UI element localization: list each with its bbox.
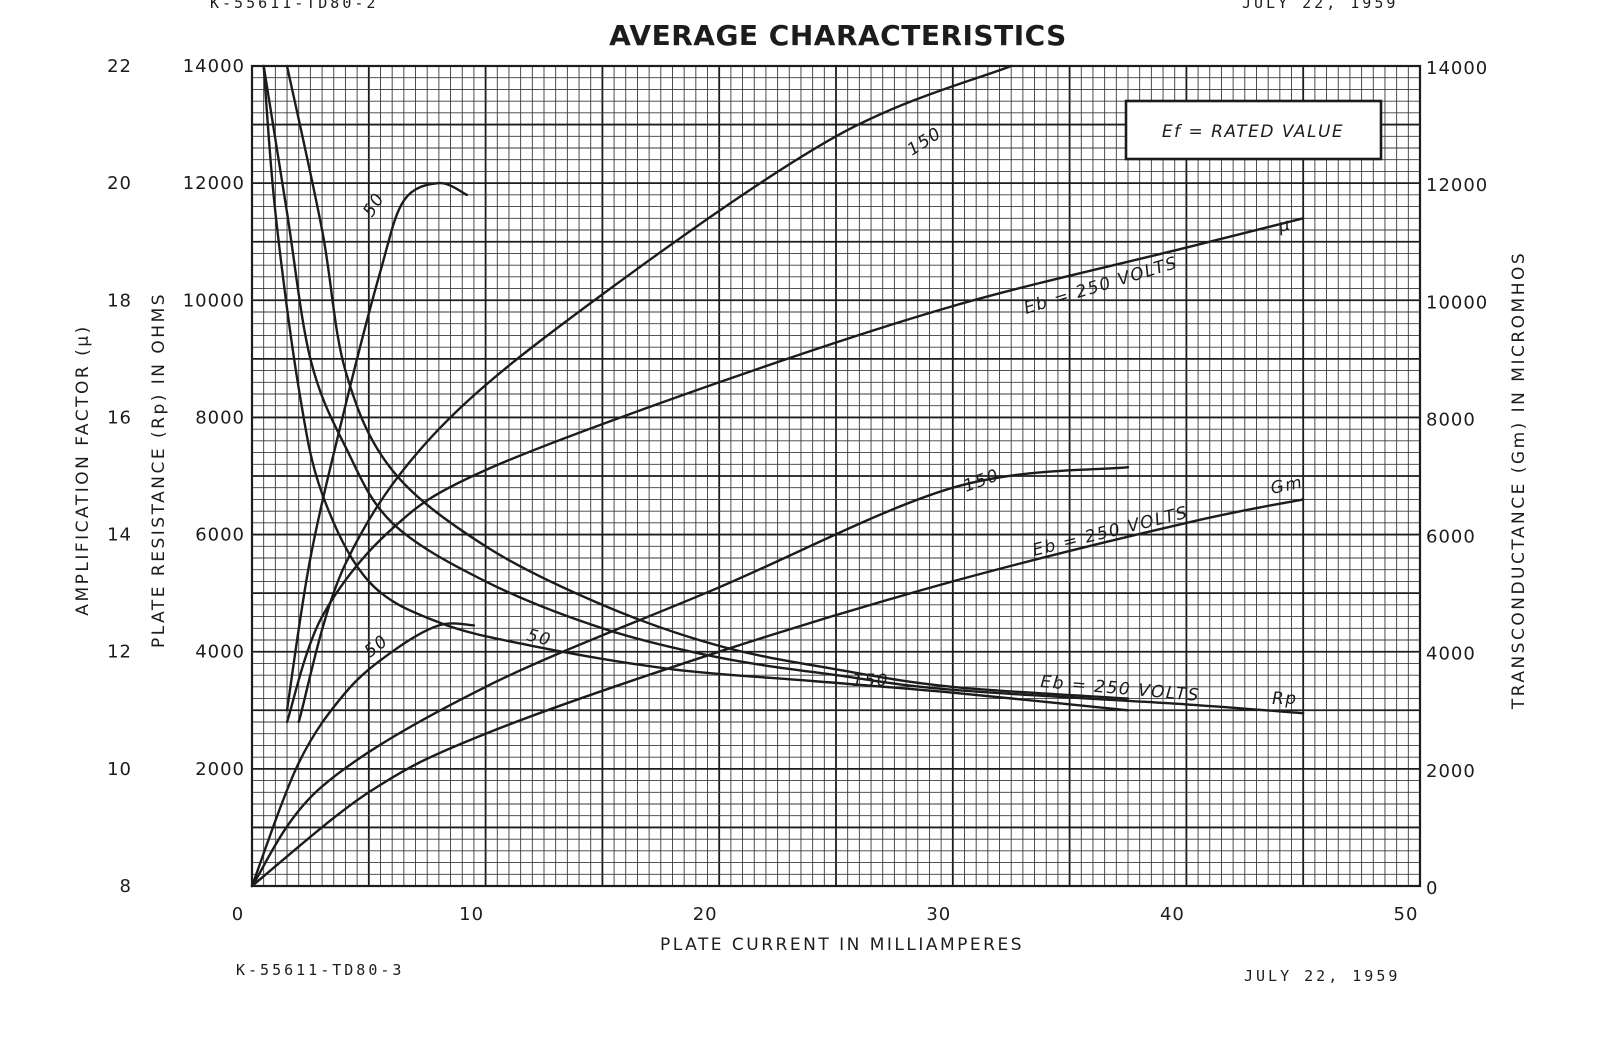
x-tick-label: 30: [926, 904, 951, 925]
gm-tick-label: 10000: [1426, 292, 1488, 313]
rp-50-label: 50: [525, 625, 554, 650]
mu-tick-label: 18: [107, 290, 132, 311]
rp-tick-label: 6000: [195, 525, 245, 546]
rp-curve-eb-250: [262, 64, 1305, 715]
x-tick-label: 10: [459, 904, 484, 925]
gm-curve-eb-50: [250, 622, 476, 888]
mu-curve-eb-50: [285, 181, 469, 712]
date-top: JULY 22, 1959: [1242, 0, 1398, 12]
rp-tick-label: 4000: [195, 642, 245, 663]
mu-tick-label: 22: [107, 56, 132, 77]
mu-tick-label: 16: [107, 407, 132, 428]
gm-curve-eb-150: [250, 466, 1130, 888]
rp-end-label: Rp: [1272, 689, 1298, 709]
x-tick-label: 0: [232, 904, 244, 925]
x-tick-label: 40: [1160, 904, 1185, 925]
mu-curve-eb-150: [297, 64, 1013, 724]
rp-tick-label: 8000: [195, 407, 245, 428]
chart-grid: [250, 64, 1422, 888]
mu-end-label: μ: [1275, 214, 1293, 237]
gm-tick-label: 14000: [1426, 58, 1488, 79]
gm-150-label: 150: [961, 465, 1003, 496]
gm-tick-label: 4000: [1426, 644, 1476, 665]
mu-tick-label: 10: [107, 759, 132, 780]
rp-curve-eb-50: [262, 64, 1130, 712]
rp-axis-label: PLATE RESISTANCE (Rp) IN OHMS: [149, 292, 169, 648]
note-box-text: Ef = RATED VALUE: [1162, 122, 1344, 142]
rp-tick-label: 10000: [183, 290, 245, 311]
gm-tick-label: 0: [1426, 878, 1438, 899]
rp-tick-label: 2000: [195, 759, 245, 780]
doc-code-top: K-55611-TD80-2: [210, 0, 378, 12]
chart-title: AVERAGE CHARACTERISTICS: [609, 19, 1067, 52]
mu-tick-label: 20: [107, 173, 132, 194]
mu-tick-label: 8: [120, 876, 132, 897]
date-bottom: JULY 22, 1959: [1244, 967, 1400, 985]
x-tick-label: 20: [693, 904, 718, 925]
rp-tick-label: 14000: [183, 56, 245, 77]
curve-layer: [250, 64, 1305, 888]
rp-150-label: 150: [852, 671, 889, 691]
mu-tick-label: 14: [107, 525, 132, 546]
mu-tick-label: 12: [107, 642, 132, 663]
gm-axis-ticks: 0 2000 4000 6000 8000 10000 12000 14000: [1426, 58, 1488, 899]
rp-curve-eb-150: [285, 64, 1130, 700]
gm-tick-label: 6000: [1426, 527, 1476, 548]
rated-value-note: Ef = RATED VALUE: [1124, 99, 1383, 161]
doc-code-bottom: K-55611-TD80-3: [236, 961, 404, 979]
x-axis-label: PLATE CURRENT IN MILLIAMPERES: [660, 935, 1024, 955]
gm-tick-label: 12000: [1426, 175, 1488, 196]
gm-axis-label: TRANSCONDUCTANCE (Gm) IN MICROMHOS: [1509, 251, 1529, 710]
rp-tick-label: 12000: [183, 173, 245, 194]
gm-tick-label: 8000: [1426, 409, 1476, 430]
x-tick-label: 50: [1394, 904, 1419, 925]
mu-axis-label: AMPLIFICATION FACTOR (μ): [73, 324, 93, 615]
rp-axis-ticks: 2000 4000 6000 8000 10000 12000 14000: [183, 56, 245, 780]
mu-axis-ticks: 8 10 12 14 16 18 20 22: [107, 56, 132, 897]
mu-curve-eb-250: [285, 217, 1305, 724]
mu-50-label: 50: [359, 189, 389, 220]
mu-250-label: Eb = 250 VOLTS: [1022, 253, 1181, 319]
x-axis-ticks: 0 10 20 30 40 50: [232, 904, 1419, 925]
gm-50-label: 50: [361, 631, 393, 662]
gm-tick-label: 2000: [1426, 761, 1476, 782]
gm-curve-eb-250: [250, 498, 1305, 888]
mu-150-label: 150: [904, 123, 946, 160]
plot-frame: [250, 64, 1422, 888]
